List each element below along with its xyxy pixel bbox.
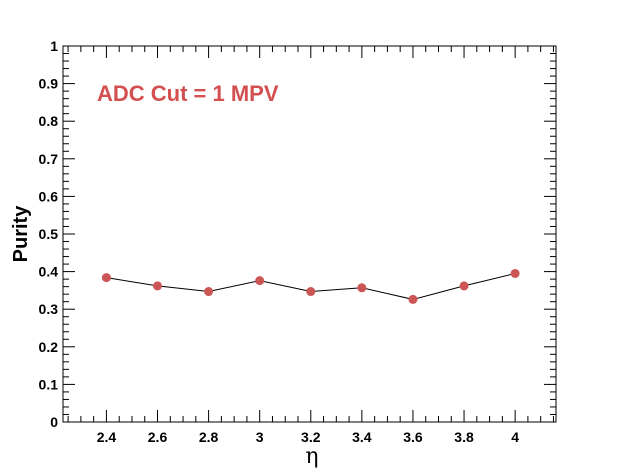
annotation-text: ADC Cut = 1 MPV xyxy=(97,81,279,106)
y-tick-label: 0.4 xyxy=(39,264,59,280)
y-tick-label: 0.2 xyxy=(39,339,59,355)
data-point xyxy=(153,281,163,291)
x-tick-label: 2.4 xyxy=(97,429,117,445)
y-tick-label: 0 xyxy=(50,414,58,430)
x-tick-label: 3.2 xyxy=(301,429,321,445)
x-tick-label: 3.6 xyxy=(403,429,423,445)
data-point xyxy=(510,268,520,278)
axis-ticks xyxy=(63,45,556,423)
x-tick-label: 4 xyxy=(511,429,519,445)
data-point xyxy=(408,294,418,304)
data-point xyxy=(459,281,469,291)
y-tick-label: 0.5 xyxy=(39,226,59,242)
y-tick-label: 0.9 xyxy=(39,76,59,92)
x-tick-label: 3.8 xyxy=(454,429,474,445)
y-tick-label: 0.3 xyxy=(39,301,59,317)
y-tick-label: 0.6 xyxy=(39,188,59,204)
data-point xyxy=(204,287,214,297)
data-point xyxy=(255,276,265,286)
x-tick-labels: 2.4 2.6 2.8 3 3.2 3.4 3.6 3.8 4 xyxy=(97,429,520,445)
y-tick-label: 0.7 xyxy=(39,151,59,167)
y-tick-label: 1 xyxy=(50,38,58,54)
x-tick-label: 2.6 xyxy=(148,429,168,445)
y-tick-labels: 0 0.1 0.2 0.3 0.4 0.5 0.6 0.7 0.8 0.9 1 xyxy=(39,38,59,430)
x-tick-label: 3 xyxy=(256,429,264,445)
x-tick-label: 2.8 xyxy=(199,429,219,445)
x-axis-title: η xyxy=(305,444,318,469)
y-tick-label: 0.1 xyxy=(39,376,59,392)
y-axis-title: Purity xyxy=(10,205,32,263)
y-tick-label: 0.8 xyxy=(39,113,59,129)
data-point xyxy=(101,273,111,283)
data-series xyxy=(101,268,520,304)
data-point xyxy=(357,283,367,293)
x-tick-label: 3.4 xyxy=(352,429,372,445)
data-point xyxy=(306,287,316,297)
